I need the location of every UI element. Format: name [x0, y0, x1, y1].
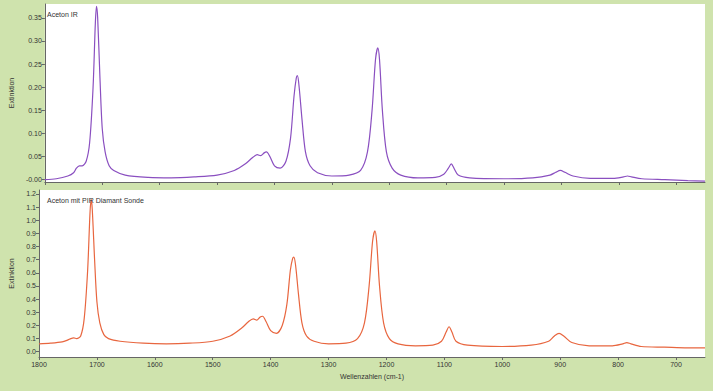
svg-text:1500: 1500 [205, 361, 221, 368]
svg-text:1200: 1200 [379, 361, 395, 368]
svg-text:1000: 1000 [495, 361, 511, 368]
svg-text:1.0: 1.0 [26, 217, 36, 224]
svg-text:1.1: 1.1 [26, 204, 36, 211]
svg-text:1800: 1800 [31, 361, 47, 368]
svg-text:0.20: 0.20 [28, 84, 42, 91]
svg-text:0.30: 0.30 [28, 37, 42, 44]
svg-text:1.2: 1.2 [26, 190, 36, 197]
svg-text:1100: 1100 [437, 361, 452, 368]
svg-text:-0.00: -0.00 [26, 176, 42, 183]
svg-text:Aceton mit PIR Diamant Sonde: Aceton mit PIR Diamant Sonde [47, 197, 144, 204]
svg-text:0.0: 0.0 [26, 348, 36, 355]
svg-text:Aceton IR: Aceton IR [47, 11, 78, 18]
svg-text:Extinktion: Extinktion [8, 78, 15, 108]
svg-text:0.10: 0.10 [28, 130, 42, 137]
svg-text:0.9: 0.9 [26, 230, 36, 237]
svg-text:1300: 1300 [321, 361, 337, 368]
svg-text:900: 900 [554, 361, 566, 368]
svg-text:1600: 1600 [147, 361, 163, 368]
svg-text:1700: 1700 [89, 361, 105, 368]
svg-text:0.4: 0.4 [26, 296, 36, 303]
svg-text:800: 800 [612, 361, 624, 368]
svg-text:0.2: 0.2 [26, 322, 36, 329]
svg-text:0.3: 0.3 [26, 309, 36, 316]
svg-text:0.5: 0.5 [26, 282, 36, 289]
svg-text:0.15: 0.15 [28, 107, 42, 114]
svg-text:0.35: 0.35 [28, 14, 42, 21]
svg-text:1400: 1400 [263, 361, 279, 368]
svg-text:Extinktion: Extinktion [8, 258, 15, 288]
svg-text:700: 700 [670, 361, 682, 368]
svg-text:0.8: 0.8 [26, 243, 36, 250]
svg-text:0.05: 0.05 [28, 153, 42, 160]
svg-text:0.6: 0.6 [26, 269, 36, 276]
svg-text:Wellenzahlen (cm-1): Wellenzahlen (cm-1) [340, 373, 404, 381]
svg-text:0.25: 0.25 [28, 61, 42, 68]
svg-text:0.7: 0.7 [26, 256, 36, 263]
svg-text:0.1: 0.1 [26, 335, 36, 342]
